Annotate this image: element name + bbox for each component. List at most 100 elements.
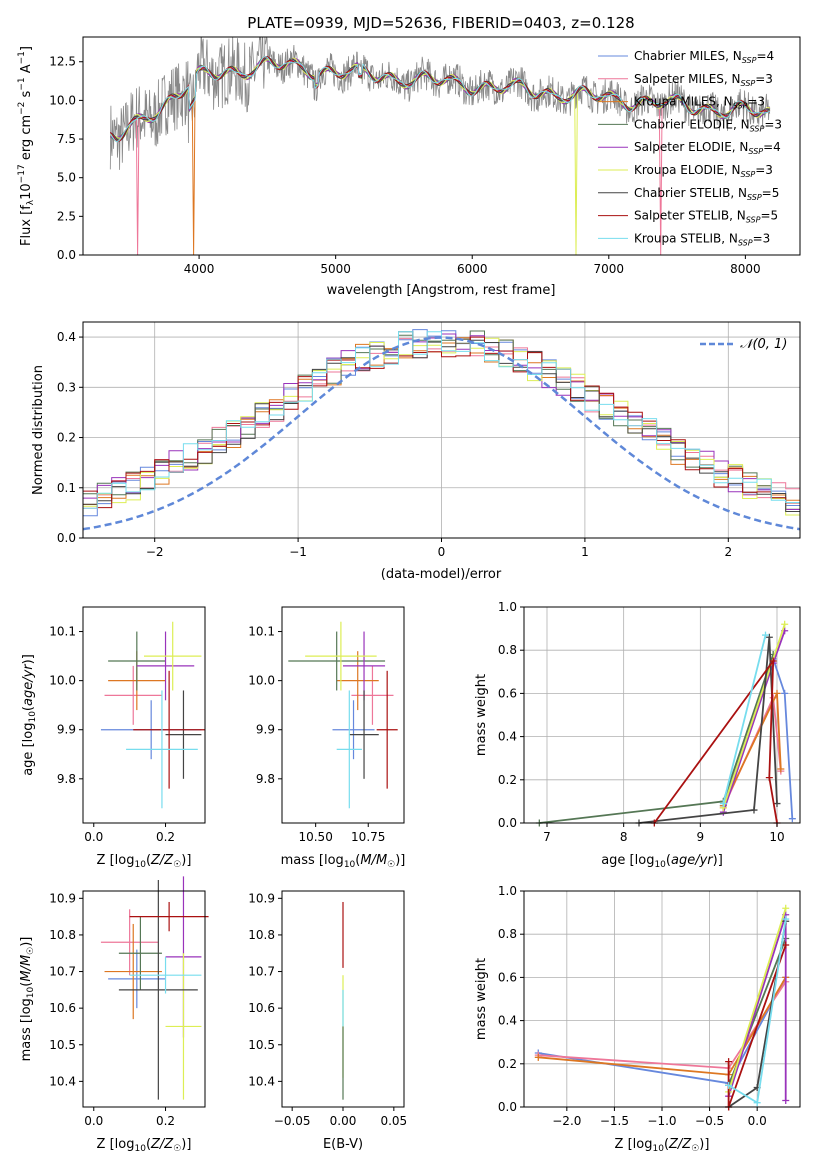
histogram-kroupa-stelib	[83, 331, 800, 509]
age-vs-z-panel: 0.0 0.2 9.8 9.9 10.0 10.1 Z [log10(Z/Z☉)] age…	[21, 606, 206, 870]
massweight-vs-z-panel: −2.0 −1.5 −1.0 −0.5 0.0 0.0 0.2 0.4 0.6 0.8 1.0 Z …	[474, 884, 801, 1154]
x-tick-label: 0.2	[156, 830, 175, 844]
y-tick-label: 10.0	[248, 674, 275, 688]
y-tick-label: 0.2	[498, 1057, 517, 1071]
y-tick-label: 10.0	[49, 93, 76, 107]
x-tick-label: 5000	[320, 262, 351, 276]
spectrum-axes-frame	[82, 36, 801, 256]
massweight-vs-z-ylabel: mass weight	[474, 958, 489, 1040]
y-tick-label: 10.7	[248, 965, 275, 979]
model-line-kroupa-stelib	[109, 56, 771, 143]
weight-point	[534, 1053, 542, 1061]
y-tick-label: 10.0	[49, 674, 76, 688]
x-tick-label: 7000	[594, 262, 625, 276]
weight-point	[773, 800, 781, 808]
y-tick-label: 5.0	[57, 171, 76, 185]
mass-vs-ebv-panel: −0.05 0.00 0.05 10.4 10.5 10.6 10.7 10.8 10.9 E(…	[248, 890, 407, 1152]
x-tick-label: −2.0	[552, 1114, 581, 1128]
mass-vs-z-xlabel: Z [log10(Z/Z☉)]	[97, 1137, 192, 1154]
weight-point	[773, 689, 781, 697]
y-tick-label: 0.8	[498, 927, 517, 941]
legend-entry: Kroupa MILES, NSSP=3	[634, 95, 765, 111]
massweight-vs-age-xlabel: age [log10(age/yr)]	[601, 853, 723, 870]
x-tick-label: −0.5	[695, 1114, 724, 1128]
weight-point	[769, 657, 777, 665]
y-tick-label: 0.4	[57, 330, 76, 344]
age-vs-z-xlabel: Z [log10(Z/Z☉)]	[97, 853, 192, 870]
weight-point	[725, 1081, 733, 1089]
age-vs-z-ylabel: age [log10(age/yr)]	[21, 654, 38, 776]
spectrum-xlabel: wavelength [Angstrom, rest frame]	[327, 283, 556, 298]
y-tick-label: 10.8	[248, 928, 275, 942]
x-tick-label: 0.0	[84, 830, 103, 844]
y-tick-label: 0.4	[498, 1014, 517, 1028]
y-tick-label: 10.8	[49, 928, 76, 942]
x-tick-label: 0.0	[84, 1114, 103, 1128]
age-vs-mass-panel: 10.50 10.75 9.8 9.9 10.0 10.1 mass [log10(M/M…	[248, 606, 406, 870]
y-tick-label: 0.0	[57, 248, 76, 262]
x-tick-label: 1	[581, 545, 589, 559]
x-tick-label: 2	[724, 545, 732, 559]
y-tick-label: 0.3	[57, 380, 76, 394]
legend-entry: Kroupa STELIB, NSSP=3	[634, 231, 770, 247]
massweight-vs-z-frame	[523, 890, 801, 1108]
residual-legend-label: 𝒩(0, 1)	[740, 337, 787, 352]
y-tick-label: 12.5	[49, 55, 76, 69]
y-tick-label: 10.6	[49, 1001, 76, 1015]
x-tick-label: 0.0	[748, 1114, 767, 1128]
legend-entry: Salpeter ELODIE, NSSP=4	[634, 140, 781, 156]
spectrum-ylabel: Flux [fλ10−17 erg cm−2 s−1 A−1]	[17, 46, 36, 246]
weight-point	[782, 941, 790, 949]
x-tick-label: 10.75	[351, 830, 385, 844]
y-tick-label: 7.5	[57, 132, 76, 146]
spectrum-legend: Chabrier MILES, NSSP=4 Salpeter MILES, NS…	[598, 49, 782, 247]
y-tick-label: 9.9	[57, 723, 76, 737]
massweight-vs-age-panel: 7 8 9 10 0.0 0.2 0.4 0.6 0.8 1.0 age [log10(age/y…	[474, 600, 801, 870]
y-tick-label: 9.8	[256, 772, 275, 786]
age-vs-mass-frame	[281, 606, 405, 824]
residual-axes-frame	[82, 321, 801, 539]
x-tick-label: 10	[769, 830, 784, 844]
y-tick-label: 10.9	[49, 891, 76, 905]
weight-point	[782, 915, 790, 923]
y-tick-label: 10.9	[248, 891, 275, 905]
x-tick-label: 0	[438, 545, 446, 559]
x-tick-label: 0.2	[156, 1114, 175, 1128]
weight-point	[719, 800, 727, 808]
mass-vs-z-frame	[82, 890, 206, 1108]
x-tick-label: −2	[146, 545, 164, 559]
weight-line-kroupa-elodie	[722, 624, 786, 809]
spectrum-panel: PLATE=0939, MJD=52636, FIBERID=0403, z=0…	[17, 14, 801, 298]
y-tick-label: 10.5	[248, 1038, 275, 1052]
legend-entry: Chabrier STELIB, NSSP=5	[634, 186, 779, 202]
spectrum-title: PLATE=0939, MJD=52636, FIBERID=0403, z=0…	[247, 14, 634, 32]
massweight-vs-age-ylabel: mass weight	[474, 674, 489, 756]
y-tick-label: 0.1	[57, 481, 76, 495]
y-tick-label: 10.1	[248, 625, 275, 639]
weight-line-kroupa-elodie	[727, 908, 787, 1093]
weight-point	[781, 620, 789, 628]
y-tick-label: 9.9	[256, 723, 275, 737]
mass-vs-ebv-frame	[281, 890, 405, 1108]
weight-point	[762, 631, 769, 639]
weight-point	[782, 1097, 790, 1105]
massweight-vs-z-xlabel: Z [log10(Z/Z☉)]	[615, 1137, 710, 1154]
age-vs-mass-xlabel: mass [log10(M/M☉)]	[281, 853, 406, 870]
y-tick-label: 2.5	[57, 209, 76, 223]
x-tick-label: 0.05	[380, 1114, 407, 1128]
mass-vs-z-ylabel: mass [log10(M/M☉)]	[19, 937, 36, 1062]
y-tick-label: 0.2	[57, 431, 76, 445]
x-tick-label: 8	[620, 830, 628, 844]
residual-ylabel: Normed distribution	[31, 365, 46, 495]
weight-point	[777, 765, 785, 773]
weight-point	[725, 1058, 733, 1066]
legend-entry: Salpeter STELIB, NSSP=5	[634, 209, 778, 225]
x-tick-label: −1.0	[647, 1114, 676, 1128]
legend-entry: Salpeter MILES, NSSP=3	[634, 72, 773, 88]
massweight-vs-age-frame	[523, 606, 801, 824]
x-tick-label: 4000	[184, 262, 215, 276]
y-tick-label: 0.6	[498, 970, 517, 984]
legend-entry: Kroupa ELODIE, NSSP=3	[634, 163, 773, 179]
weight-point	[782, 904, 790, 912]
